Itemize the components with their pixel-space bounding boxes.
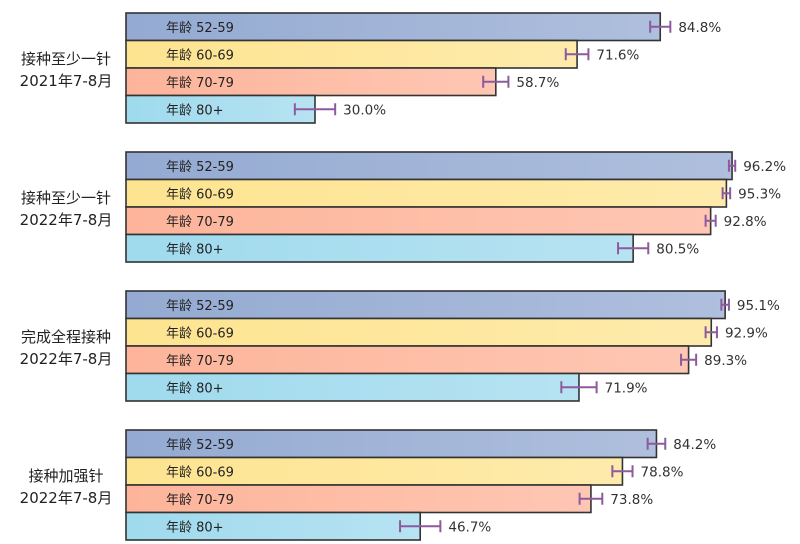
bar-series-label: 年龄 60-69 [166, 326, 234, 341]
error-bar [721, 187, 732, 200]
value-label: 58.7% [516, 75, 559, 91]
error-bar [704, 326, 718, 339]
bar [125, 12, 662, 42]
bar-series-label: 年龄 80+ [166, 242, 224, 257]
bar [125, 94, 316, 124]
bar [125, 290, 726, 320]
group-label-line: 2021年7-8月 [20, 72, 113, 90]
bar-series-label: 年龄 80+ [166, 520, 224, 535]
value-label: 84.2% [673, 437, 716, 453]
error-bar [720, 298, 730, 311]
bar-series-label: 年龄 70-79 [166, 493, 234, 508]
error-bar [617, 242, 650, 255]
error-bar [560, 381, 598, 394]
bar-series-label: 年龄 60-69 [166, 48, 234, 63]
error-bar [646, 437, 667, 450]
error-bar [611, 465, 634, 478]
value-label: 92.8% [724, 214, 767, 230]
value-label: 73.8% [610, 492, 653, 508]
bar-series-label: 年龄 52-59 [166, 160, 234, 175]
group-label-line: 2022年7-8月 [20, 489, 113, 507]
group-label-line: 2022年7-8月 [20, 211, 113, 229]
value-label: 96.2% [743, 159, 786, 175]
value-label: 95.3% [738, 186, 781, 202]
bar [125, 39, 578, 69]
error-bar [399, 520, 442, 533]
group-label-line: 接种至少一针 [21, 189, 111, 207]
group-label-line: 2022年7-8月 [20, 350, 113, 368]
error-bar [704, 214, 717, 227]
error-bar [680, 353, 698, 366]
error-bar [482, 75, 510, 88]
bar-series-label: 年龄 52-59 [166, 438, 234, 453]
bar-series-label: 年龄 60-69 [166, 465, 234, 480]
bar-group-3: 完成全程接种 2022年7-8月 年龄 52-59 95.1% 年龄 60-69 92.9… [20, 290, 780, 402]
bar-series-label: 年龄 52-59 [166, 299, 234, 314]
value-label: 71.9% [605, 380, 648, 396]
value-label: 92.9% [725, 325, 768, 341]
value-label: 84.8% [678, 20, 721, 36]
value-label: 30.0% [343, 102, 386, 118]
bar-series-label: 年龄 80+ [166, 381, 224, 396]
value-label: 78.8% [641, 464, 684, 480]
bar-group-4: 接种加强针 2022年7-8月 年龄 52-59 84.2% 年龄 60-69 78.8%… [20, 429, 716, 541]
bar-series-label: 年龄 60-69 [166, 187, 234, 202]
error-bar [293, 103, 337, 116]
value-label: 89.3% [704, 353, 747, 369]
value-label: 71.6% [596, 47, 639, 63]
bar-series-label: 年龄 70-79 [166, 76, 234, 91]
group-label-line: 接种加强针 [28, 467, 103, 485]
error-bar [578, 492, 604, 505]
bar [125, 484, 592, 514]
error-bar [649, 20, 672, 33]
group-label-line: 接种至少一针 [21, 50, 111, 68]
bar [125, 456, 624, 486]
bar-series-label: 年龄 80+ [166, 103, 224, 118]
error-bar [564, 48, 590, 61]
bar-series-label: 年龄 70-79 [166, 215, 234, 230]
bar-series-label: 年龄 52-59 [166, 21, 234, 36]
bar-series-label: 年龄 70-79 [166, 354, 234, 369]
error-bar [727, 159, 737, 172]
value-label: 46.7% [448, 519, 491, 535]
value-label: 95.1% [737, 298, 780, 314]
group-label-line: 完成全程接种 [21, 328, 111, 346]
value-label: 80.5% [656, 241, 699, 257]
bar [125, 233, 634, 263]
bar-group-1: 接种至少一针 2021年7-8月 年龄 52-59 84.8% 年龄 60-69 71.6… [20, 12, 721, 124]
bar-group-2: 接种至少一针 2022年7-8月 年龄 52-59 96.2% 年龄 60-69 95.3… [20, 151, 786, 263]
